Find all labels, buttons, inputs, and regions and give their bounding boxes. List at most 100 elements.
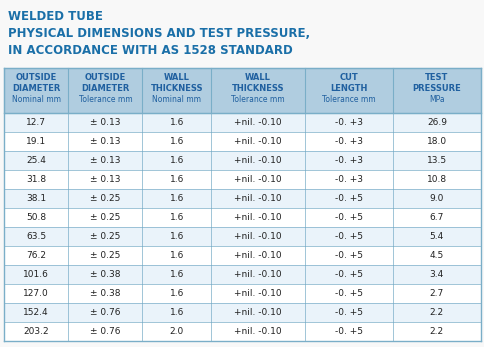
Text: ± 0.25: ± 0.25 bbox=[90, 232, 121, 241]
Text: -0. +3: -0. +3 bbox=[334, 118, 362, 127]
Text: 76.2: 76.2 bbox=[26, 251, 46, 260]
Text: 1.6: 1.6 bbox=[169, 232, 184, 241]
Text: +nil. -0.10: +nil. -0.10 bbox=[234, 156, 281, 165]
Text: 9.0: 9.0 bbox=[429, 194, 443, 203]
Text: +nil. -0.10: +nil. -0.10 bbox=[234, 308, 281, 317]
Text: 1.6: 1.6 bbox=[169, 175, 184, 184]
Text: 38.1: 38.1 bbox=[26, 194, 46, 203]
Text: Tolerance mm: Tolerance mm bbox=[321, 95, 375, 104]
Text: +nil. -0.10: +nil. -0.10 bbox=[234, 327, 281, 336]
Text: ± 0.76: ± 0.76 bbox=[90, 308, 121, 317]
Text: 12.7: 12.7 bbox=[26, 118, 46, 127]
Text: Nominal mm: Nominal mm bbox=[12, 95, 60, 104]
Text: 25.4: 25.4 bbox=[26, 156, 46, 165]
Text: Tolerance mm: Tolerance mm bbox=[231, 95, 284, 104]
Text: 1.6: 1.6 bbox=[169, 156, 184, 165]
Text: 2.7: 2.7 bbox=[429, 289, 443, 298]
Text: 19.1: 19.1 bbox=[26, 137, 46, 146]
Text: ± 0.25: ± 0.25 bbox=[90, 194, 121, 203]
Text: 1.6: 1.6 bbox=[169, 308, 184, 317]
Text: LENGTH: LENGTH bbox=[329, 84, 366, 93]
Text: DIAMETER: DIAMETER bbox=[12, 84, 61, 93]
Text: 127.0: 127.0 bbox=[23, 289, 49, 298]
Text: +nil. -0.10: +nil. -0.10 bbox=[234, 289, 281, 298]
Text: PRESSURE: PRESSURE bbox=[412, 84, 460, 93]
Text: +nil. -0.10: +nil. -0.10 bbox=[234, 137, 281, 146]
Text: +nil. -0.10: +nil. -0.10 bbox=[234, 175, 281, 184]
Bar bbox=[4, 151, 480, 170]
Text: -0. +3: -0. +3 bbox=[334, 137, 362, 146]
Text: 4.5: 4.5 bbox=[429, 251, 443, 260]
Text: ± 0.25: ± 0.25 bbox=[90, 251, 121, 260]
Bar bbox=[4, 322, 480, 341]
Text: CUT: CUT bbox=[338, 73, 357, 82]
Text: OUTSIDE: OUTSIDE bbox=[85, 73, 126, 82]
Text: 10.8: 10.8 bbox=[426, 175, 446, 184]
Text: 1.6: 1.6 bbox=[169, 213, 184, 222]
Text: ± 0.76: ± 0.76 bbox=[90, 327, 121, 336]
Text: 2.2: 2.2 bbox=[429, 327, 443, 336]
Text: -0. +5: -0. +5 bbox=[334, 194, 362, 203]
Text: 203.2: 203.2 bbox=[23, 327, 49, 336]
Bar bbox=[4, 303, 480, 322]
Text: 1.6: 1.6 bbox=[169, 251, 184, 260]
Text: 26.9: 26.9 bbox=[426, 118, 446, 127]
Text: 1.6: 1.6 bbox=[169, 270, 184, 279]
Text: 3.4: 3.4 bbox=[429, 270, 443, 279]
Text: TEST: TEST bbox=[424, 73, 448, 82]
Text: -0. +5: -0. +5 bbox=[334, 232, 362, 241]
Bar bbox=[4, 132, 480, 151]
Text: 6.7: 6.7 bbox=[429, 213, 443, 222]
Bar bbox=[4, 113, 480, 132]
Text: 13.5: 13.5 bbox=[426, 156, 446, 165]
Text: 31.8: 31.8 bbox=[26, 175, 46, 184]
Text: DIAMETER: DIAMETER bbox=[81, 84, 129, 93]
Text: +nil. -0.10: +nil. -0.10 bbox=[234, 194, 281, 203]
Text: -0. +3: -0. +3 bbox=[334, 175, 362, 184]
Text: WALL: WALL bbox=[164, 73, 189, 82]
Text: -0. +5: -0. +5 bbox=[334, 213, 362, 222]
Text: 1.6: 1.6 bbox=[169, 289, 184, 298]
Text: ± 0.13: ± 0.13 bbox=[90, 118, 121, 127]
Text: 2.0: 2.0 bbox=[169, 327, 183, 336]
Bar bbox=[4, 189, 480, 208]
Bar bbox=[4, 227, 480, 246]
Text: -0. +5: -0. +5 bbox=[334, 270, 362, 279]
Text: Tolerance mm: Tolerance mm bbox=[78, 95, 132, 104]
Text: -0. +5: -0. +5 bbox=[334, 327, 362, 336]
Text: OUTSIDE: OUTSIDE bbox=[15, 73, 57, 82]
Text: 152.4: 152.4 bbox=[23, 308, 49, 317]
Text: MPa: MPa bbox=[428, 95, 444, 104]
Text: +nil. -0.10: +nil. -0.10 bbox=[234, 251, 281, 260]
Text: Nominal mm: Nominal mm bbox=[152, 95, 201, 104]
Bar bbox=[4, 265, 480, 284]
Bar bbox=[4, 68, 480, 113]
Text: -0. +3: -0. +3 bbox=[334, 156, 362, 165]
Text: THICKNESS: THICKNESS bbox=[231, 84, 284, 93]
Text: +nil. -0.10: +nil. -0.10 bbox=[234, 232, 281, 241]
Text: ± 0.13: ± 0.13 bbox=[90, 156, 121, 165]
Text: ± 0.13: ± 0.13 bbox=[90, 175, 121, 184]
Text: 63.5: 63.5 bbox=[26, 232, 46, 241]
Text: 18.0: 18.0 bbox=[426, 137, 446, 146]
Text: 5.4: 5.4 bbox=[429, 232, 443, 241]
Text: -0. +5: -0. +5 bbox=[334, 289, 362, 298]
Text: 50.8: 50.8 bbox=[26, 213, 46, 222]
Text: +nil. -0.10: +nil. -0.10 bbox=[234, 118, 281, 127]
Text: THICKNESS: THICKNESS bbox=[151, 84, 203, 93]
Text: 1.6: 1.6 bbox=[169, 137, 184, 146]
Text: 101.6: 101.6 bbox=[23, 270, 49, 279]
Bar bbox=[4, 246, 480, 265]
Text: 2.2: 2.2 bbox=[429, 308, 443, 317]
Text: IN ACCORDANCE WITH AS 1528 STANDARD: IN ACCORDANCE WITH AS 1528 STANDARD bbox=[8, 44, 292, 57]
Text: ± 0.38: ± 0.38 bbox=[90, 289, 121, 298]
Text: WALL: WALL bbox=[244, 73, 271, 82]
Text: ± 0.13: ± 0.13 bbox=[90, 137, 121, 146]
Text: WELDED TUBE: WELDED TUBE bbox=[8, 10, 103, 23]
Bar bbox=[4, 208, 480, 227]
Text: 1.6: 1.6 bbox=[169, 118, 184, 127]
Text: ± 0.25: ± 0.25 bbox=[90, 213, 121, 222]
Bar bbox=[4, 284, 480, 303]
Text: +nil. -0.10: +nil. -0.10 bbox=[234, 270, 281, 279]
Text: ± 0.38: ± 0.38 bbox=[90, 270, 121, 279]
